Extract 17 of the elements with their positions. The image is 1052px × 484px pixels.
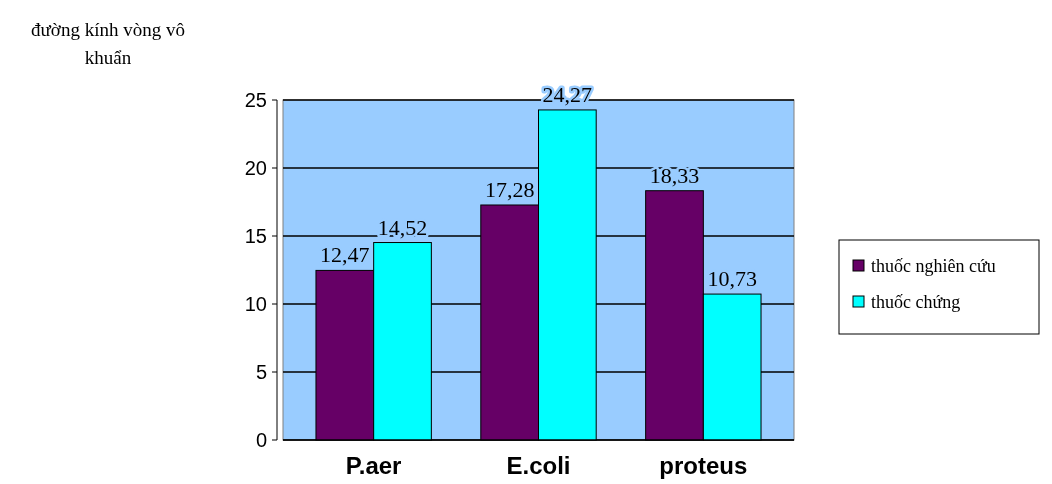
x-tick-label: proteus [659,452,748,479]
data-label: 10,73 [707,266,757,292]
y-tick-label: 10 [244,293,267,315]
y-tick-label: 5 [255,361,267,383]
y-tick-label: 0 [255,429,267,451]
legend-label: thuốc nghiên cứu [871,256,996,277]
data-label: 14,52 [377,214,428,240]
data-label: 17,28 [484,176,535,202]
x-tick-label: P.aer [345,452,402,479]
legend-label: thuốc chứng [871,292,961,313]
data-label: 12,47 [320,242,370,268]
y-axis-title: đường kính vòng vô khuẩn [31,19,185,68]
x-tick-label: E.coli [506,452,571,479]
y-tick-label: 25 [244,89,267,111]
y-tick-label: 20 [244,157,267,179]
data-label: 18,33 [649,162,700,188]
y-tick-label: 15 [244,225,267,247]
